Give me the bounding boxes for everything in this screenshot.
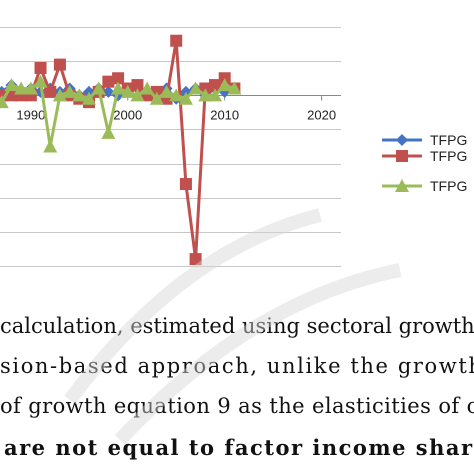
legend-label: TFPG xyxy=(430,132,467,148)
data-point-marker xyxy=(14,81,29,95)
data-point-marker xyxy=(130,88,145,102)
x-tick-labels: 1990 2000 2010 2020 xyxy=(16,108,336,123)
caption-line: calculation, estimated using sectoral gr… xyxy=(0,314,474,338)
data-point-marker xyxy=(62,84,77,98)
legend-item: TFPG xyxy=(382,178,467,194)
data-point-marker xyxy=(198,88,213,102)
x-tick-label: 2000 xyxy=(113,108,142,123)
data-point-marker xyxy=(208,88,222,102)
data-point-marker xyxy=(33,74,48,88)
data-point-marker xyxy=(53,58,66,71)
series-layer xyxy=(0,34,242,266)
data-point-marker xyxy=(112,72,125,85)
data-point-marker xyxy=(395,179,409,192)
series-group xyxy=(0,34,241,266)
data-point-marker xyxy=(396,150,408,162)
data-point-marker xyxy=(4,78,19,92)
legend-label: TFPG xyxy=(430,178,467,194)
x-tick-label: 1990 xyxy=(16,108,45,123)
data-point-marker xyxy=(169,88,184,102)
data-point-marker xyxy=(82,91,96,105)
x-tick-label: 2010 xyxy=(210,108,239,123)
caption-line: sion-based approach, unlike the growth a… xyxy=(0,354,474,378)
data-point-marker xyxy=(396,134,408,146)
data-point-marker xyxy=(178,91,193,105)
legend-swatch xyxy=(382,179,422,192)
data-point-marker xyxy=(102,75,115,88)
data-point-marker xyxy=(170,34,183,47)
caption-text: calculation, estimated using sectoral gr… xyxy=(0,314,474,474)
data-point-marker xyxy=(179,178,192,191)
data-point-marker xyxy=(189,253,202,266)
legend-label: TFPG xyxy=(430,148,467,164)
caption-line: of growth equation 9 as the elasticities… xyxy=(0,394,474,418)
data-point-marker xyxy=(102,85,115,98)
data-point-marker xyxy=(91,81,106,95)
data-point-marker xyxy=(23,81,38,95)
data-point-marker xyxy=(188,81,203,95)
data-point-marker xyxy=(140,81,155,95)
data-point-marker xyxy=(44,85,57,98)
data-point-marker xyxy=(0,89,8,102)
data-point-marker xyxy=(101,125,116,139)
data-point-marker xyxy=(52,88,67,102)
data-point-marker xyxy=(209,79,221,92)
x-tick-label: 2020 xyxy=(307,108,336,123)
data-point-marker xyxy=(120,84,135,98)
caption-line: are not equal to factor income share as … xyxy=(4,435,474,460)
data-point-marker xyxy=(72,88,87,102)
data-point-marker xyxy=(227,81,242,95)
legend-swatch xyxy=(382,134,422,146)
data-point-marker xyxy=(111,81,126,95)
legend: TFPG TFPG TFPG xyxy=(382,132,467,194)
line-chart: 1990 2000 2010 2020 TFPG TFPG TFPG xyxy=(0,27,467,267)
legend-item: TFPG xyxy=(382,148,467,164)
data-point-marker xyxy=(0,95,9,109)
legend-item: TFPG xyxy=(382,132,467,148)
data-point-marker xyxy=(34,62,47,75)
data-point-marker xyxy=(131,79,144,92)
data-point-marker xyxy=(159,84,174,98)
data-point-marker xyxy=(149,91,164,105)
data-point-marker xyxy=(43,139,58,153)
legend-swatch xyxy=(382,150,422,162)
series-group xyxy=(0,74,242,153)
data-point-marker xyxy=(217,78,232,92)
